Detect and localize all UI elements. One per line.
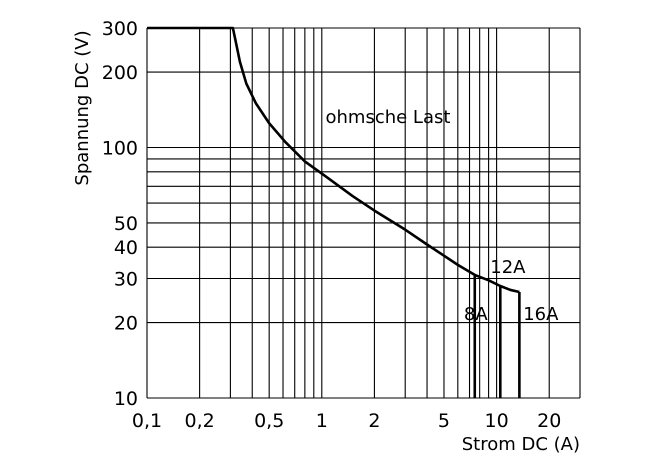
x-tick-label: 1 [316, 410, 328, 432]
annotation-label: 12A [490, 257, 526, 278]
series [147, 26, 521, 398]
grid [146, 27, 581, 399]
y-tick-label: 10 [114, 388, 138, 410]
y-axis-label: Spannung DC (V) [72, 30, 93, 185]
x-tick-label: 20 [537, 410, 561, 432]
x-tick-label: 0,1 [132, 410, 162, 432]
y-tick-label: 300 [102, 18, 138, 40]
load-limit-curve [147, 26, 520, 294]
x-axis-label: Strom DC (A) [462, 434, 580, 455]
x-tick-label: 0,2 [185, 410, 215, 432]
x-axis-ticks: 0,1 0,2 0,5 1 2 5 10 20 [132, 410, 561, 432]
y-tick-label: 50 [114, 213, 138, 235]
y-tick-label: 20 [114, 313, 138, 335]
y-tick-label: 200 [102, 62, 138, 84]
x-tick-label: 0,5 [254, 410, 284, 432]
x-tick-label: 5 [438, 410, 450, 432]
annotation-label: 16A [523, 304, 559, 325]
annotation-label: ohmsche Last [326, 107, 451, 128]
x-tick-label: 10 [485, 410, 509, 432]
annotation-label: 8A [464, 304, 488, 325]
annotations: ohmsche Last 12A 8A 16A [326, 107, 560, 325]
y-tick-label: 30 [114, 268, 138, 290]
y-tick-label: 40 [114, 237, 138, 259]
x-tick-label: 2 [368, 410, 380, 432]
y-tick-label: 100 [102, 138, 138, 160]
